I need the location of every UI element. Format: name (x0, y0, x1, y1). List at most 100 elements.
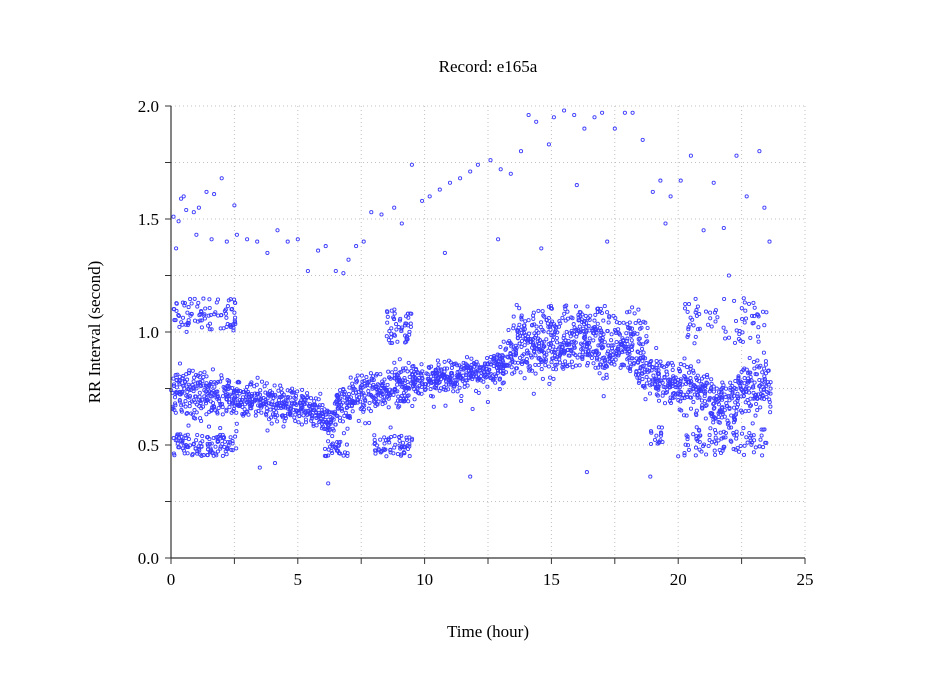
cluster-point (218, 326, 223, 331)
cluster-point (756, 339, 761, 344)
band-point (457, 363, 462, 368)
band-point (209, 407, 214, 413)
cluster-point (231, 325, 236, 330)
band-point (237, 397, 242, 403)
cluster-point (392, 307, 397, 312)
band-point (500, 371, 505, 376)
cluster-point (686, 332, 691, 338)
band-point (511, 347, 516, 352)
band-point (475, 362, 480, 367)
band-point (705, 381, 710, 386)
band-point (586, 341, 591, 346)
band-point (671, 374, 676, 379)
band-point (710, 411, 715, 416)
band-point (519, 338, 525, 344)
band-point (183, 399, 188, 404)
band-point (349, 403, 355, 408)
outlier-point (574, 183, 579, 188)
outlier-point (171, 214, 176, 219)
outlier-point (458, 176, 463, 181)
band-point (199, 418, 204, 424)
band-point (727, 398, 732, 403)
band-point (538, 347, 543, 352)
cluster-point (190, 453, 195, 458)
cluster-point (336, 449, 341, 454)
band-point (194, 386, 199, 391)
band-point (729, 413, 734, 418)
band-point (532, 322, 537, 327)
band-point (198, 371, 203, 376)
cluster-point (733, 447, 738, 452)
band-point (735, 396, 741, 401)
band-point (250, 400, 255, 405)
band-point (442, 359, 447, 364)
cluster-point (639, 325, 644, 330)
band-point (328, 420, 333, 425)
band-point (204, 412, 209, 417)
band-point (583, 349, 588, 354)
band-point (386, 369, 391, 374)
cluster-point (715, 315, 720, 320)
cluster-point (390, 340, 395, 346)
band-point (641, 384, 647, 389)
band-point (480, 367, 485, 372)
band-point (348, 375, 353, 380)
cluster-point (336, 444, 341, 449)
band-point (528, 353, 533, 358)
cluster-point (223, 307, 228, 312)
band-point (516, 360, 521, 365)
band-point (441, 387, 446, 392)
cluster-point (576, 328, 581, 334)
band-point (312, 399, 317, 404)
band-point (233, 397, 238, 402)
outlier-point (333, 268, 338, 274)
band-point (533, 353, 538, 358)
band-point (368, 371, 373, 376)
band-point (697, 379, 702, 384)
band-point (542, 354, 547, 359)
band-point (603, 357, 608, 362)
cluster-point (577, 317, 582, 323)
cluster-point (712, 439, 717, 444)
band-point (542, 344, 547, 349)
band-point (188, 387, 193, 393)
band-point (278, 383, 283, 388)
chart-title: Record: e165a (439, 57, 538, 76)
band-point (573, 352, 578, 358)
band-point (347, 413, 352, 419)
band-point (282, 419, 287, 424)
band-point (332, 409, 338, 414)
band-point (212, 380, 217, 385)
band-point (436, 380, 441, 385)
band-point (476, 390, 481, 395)
band-point (665, 372, 670, 377)
band-point (204, 395, 209, 401)
band-point (225, 392, 230, 397)
cluster-point (393, 442, 398, 447)
cluster-point (517, 333, 523, 338)
y-tick-label: 0.5 (138, 436, 159, 455)
band-point (289, 400, 294, 405)
band-point (548, 342, 554, 347)
band-point (678, 362, 683, 367)
cluster-point (372, 433, 377, 438)
band-point (609, 332, 614, 337)
band-point (264, 413, 269, 418)
band-point (695, 395, 700, 400)
band-point (735, 405, 740, 410)
cluster-point (230, 441, 235, 446)
band-point (190, 368, 195, 373)
cluster-point (747, 430, 752, 436)
band-point (299, 409, 304, 414)
band-point (316, 404, 321, 410)
band-point (620, 338, 626, 343)
band-point (455, 370, 460, 375)
cluster-point (183, 433, 188, 438)
cluster-point (232, 310, 237, 315)
band-point (422, 382, 428, 387)
band-point (680, 396, 685, 401)
band-point (263, 390, 268, 395)
band-point (453, 361, 458, 366)
band-point (451, 389, 456, 394)
band-point (758, 363, 763, 368)
